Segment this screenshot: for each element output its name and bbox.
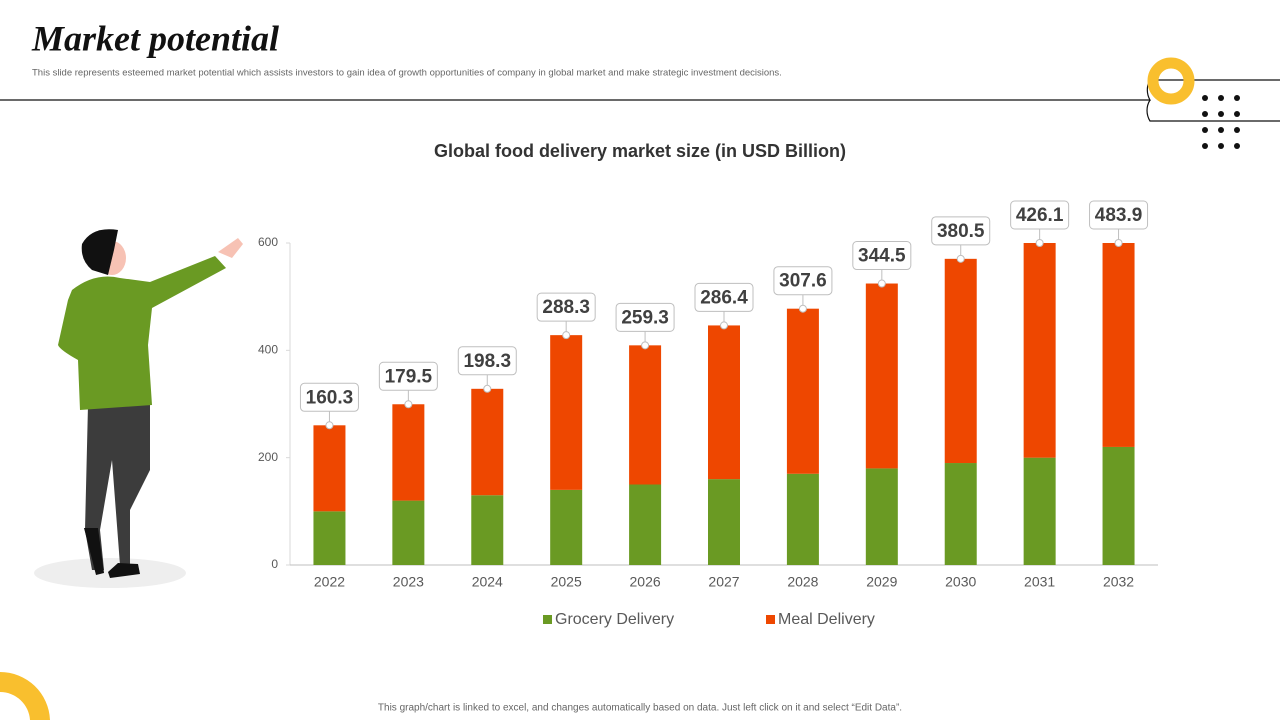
y-tick-label: 600 — [258, 235, 278, 249]
bar-segment — [629, 345, 662, 485]
x-tick-label: 2024 — [472, 574, 503, 590]
y-tick-label: 200 — [258, 450, 278, 464]
label-box — [299, 382, 359, 412]
person-illustration — [34, 229, 243, 588]
label-dot — [877, 279, 886, 288]
bar-segment — [313, 425, 346, 512]
bar-segment — [786, 308, 819, 474]
footer-note: This graph/chart is linked to excel, and… — [378, 703, 902, 714]
label-dot — [720, 321, 728, 330]
bar-segment — [550, 489, 583, 565]
legend-swatch — [543, 615, 552, 624]
deco-corner — [0, 672, 50, 720]
label-dot — [956, 254, 965, 263]
bar-segment — [786, 473, 819, 565]
deco-dots — [1202, 95, 1240, 149]
bar-segment — [392, 404, 425, 501]
bar-segment — [313, 511, 346, 565]
label-dot — [562, 331, 571, 340]
data-label: 288.3 — [542, 297, 590, 318]
label-box — [457, 346, 517, 376]
y-tick-label: 0 — [271, 557, 278, 571]
legend-swatch — [766, 615, 775, 624]
bar-segment — [944, 258, 977, 464]
bar-segment — [1023, 243, 1056, 458]
data-label: 307.6 — [779, 271, 827, 292]
label-dot — [404, 400, 413, 409]
data-label: 286.4 — [700, 287, 748, 308]
bar-segment — [944, 463, 977, 565]
x-tick-label: 2028 — [787, 574, 818, 590]
data-label: 198.3 — [463, 351, 511, 372]
bar-segment — [865, 468, 898, 565]
y-tick-label: 400 — [258, 343, 278, 357]
data-label: 426.1 — [1016, 205, 1064, 226]
label-box — [1010, 200, 1070, 230]
chart-title: Global food delivery market size (in USD… — [434, 141, 846, 161]
data-label: 160.3 — [306, 387, 354, 408]
label-box — [378, 361, 438, 391]
x-tick-label: 2029 — [866, 574, 897, 590]
label-box — [694, 282, 754, 312]
label-box — [536, 292, 596, 322]
slide-subtitle: This slide represents esteemed market po… — [32, 68, 782, 79]
bar-segment — [1023, 457, 1056, 565]
bar-segment — [708, 325, 740, 480]
x-tick-label: 2027 — [708, 574, 739, 590]
header-rule — [0, 79, 1280, 122]
label-dot — [483, 384, 492, 393]
data-label: 380.5 — [937, 221, 985, 242]
x-tick-label: 2023 — [393, 574, 424, 590]
label-dot — [641, 341, 650, 350]
legend-label: Grocery Delivery — [555, 611, 674, 628]
data-label: 483.9 — [1095, 205, 1143, 226]
bar-segment — [1102, 446, 1135, 565]
bar-segment — [550, 335, 583, 490]
label-dot — [1035, 239, 1044, 247]
x-tick-label: 2030 — [945, 574, 976, 590]
bar-segment — [471, 495, 504, 565]
x-tick-label: 2031 — [1024, 574, 1055, 590]
data-label: 179.5 — [385, 366, 433, 387]
label-dot — [798, 304, 807, 313]
bar-segment — [471, 388, 504, 496]
data-label: 259.3 — [621, 307, 669, 328]
data-label: 344.5 — [858, 246, 906, 267]
label-dot — [325, 421, 334, 430]
x-tick-label: 2032 — [1103, 574, 1134, 590]
bar-segment — [708, 479, 740, 565]
x-tick-label: 2025 — [551, 574, 582, 590]
bar-segment — [629, 484, 662, 565]
label-box — [1089, 200, 1149, 230]
x-tick-label: 2026 — [630, 574, 661, 590]
slide-title: Market potential — [31, 18, 279, 58]
bar-segment — [865, 283, 898, 469]
label-dot — [1114, 239, 1123, 247]
label-box — [931, 216, 991, 246]
label-box — [615, 302, 675, 332]
x-tick-label: 2022 — [314, 574, 345, 590]
bar-segment — [1102, 243, 1135, 447]
plot-area — [313, 243, 1135, 565]
bar-segment — [392, 500, 425, 565]
label-box — [852, 241, 912, 271]
label-box — [773, 266, 833, 296]
legend-label: Meal Delivery — [778, 611, 875, 628]
deco-ring — [1147, 57, 1195, 105]
